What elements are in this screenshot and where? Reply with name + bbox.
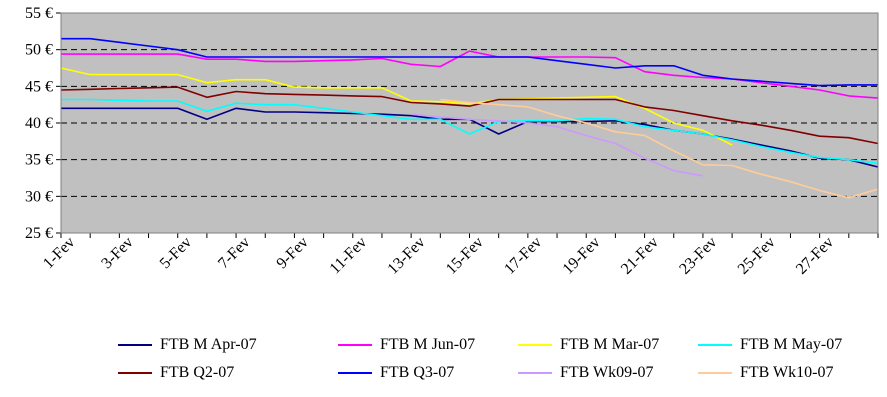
legend-label: FTB Wk10-07	[740, 364, 834, 381]
legend-swatch	[518, 372, 552, 374]
legend-item: FTB Q3-07	[338, 364, 454, 382]
legend-item: FTB M Jun-07	[338, 336, 475, 354]
x-tick-label: 7-Fev	[215, 234, 253, 272]
y-axis: 25 € 30 € 35 € 40 € 45 € 50 € 55 €	[25, 5, 62, 242]
x-tick-label: 9-Fev	[273, 234, 311, 272]
x-tick-label: 23-Fev	[676, 234, 720, 278]
legend-item: FTB M Mar-07	[518, 336, 659, 354]
y-tick-label: 45 €	[25, 78, 53, 95]
series-line-ftb-m-may-07	[61, 98, 879, 165]
x-tick-label: 21-Fev	[618, 234, 662, 278]
legend-swatch	[698, 344, 732, 346]
x-tick-label: 15-Fev	[443, 234, 487, 278]
y-tick-label: 50 €	[25, 42, 53, 59]
legend-label: FTB Q2-07	[160, 364, 235, 381]
legend-swatch	[338, 344, 372, 346]
x-tick-label: 13-Fev	[384, 234, 428, 278]
series-line-ftb-wk10-07	[440, 98, 879, 199]
legend-item: FTB Wk10-07	[698, 364, 833, 382]
series-line-ftb-q2-07	[60, 86, 879, 145]
x-tick-label: 19-Fev	[560, 234, 604, 278]
legend-item: FTB M May-07	[698, 336, 842, 354]
x-tick-label: 17-Fev	[501, 234, 545, 278]
legend-item: FTB M Apr-07	[118, 336, 257, 354]
series-line-ftb-m-mar-07	[60, 67, 733, 146]
y-tick-label: 30 €	[25, 188, 53, 205]
y-tick-label: 55 €	[25, 5, 53, 22]
x-axis: 1-Fev 3-Fev 5-Fev 7-Fev 9-Fev 11-Fev 13-Fev 15-…	[40, 232, 879, 278]
series-lines	[60, 37, 879, 199]
legend-swatch	[118, 372, 152, 374]
legend-label: FTB M Mar-07	[560, 336, 660, 353]
y-tick-label: 25 €	[25, 225, 53, 242]
legend-label: FTB Q3-07	[380, 364, 455, 381]
legend-label: FTB M Apr-07	[160, 336, 257, 353]
legend-swatch	[338, 372, 372, 374]
legend-swatch	[698, 372, 732, 374]
legend-label: FTB Wk09-07	[560, 364, 654, 381]
x-tick-label: 25-Fev	[735, 234, 779, 278]
series-line-ftb-q3-07	[61, 37, 878, 87]
plot-border	[60, 12, 879, 234]
x-tick-label: 3-Fev	[98, 234, 136, 272]
legend-item: FTB Wk09-07	[518, 364, 653, 382]
legend-swatch	[518, 344, 552, 346]
series-line-ftb-wk09-07	[411, 113, 704, 177]
x-tick-label: 5-Fev	[157, 234, 195, 272]
legend-label: FTB M May-07	[740, 336, 843, 353]
legend-label: FTB M Jun-07	[380, 336, 476, 353]
y-tick-label: 40 €	[25, 115, 53, 132]
legend: FTB M Apr-07 FTB M Jun-07 FTB M Mar-07 FTB …	[118, 336, 878, 392]
legend-item: FTB Q2-07	[118, 364, 234, 382]
x-tick-label: 27-Fev	[793, 234, 837, 278]
x-tick-label: 11-Fev	[327, 234, 371, 278]
y-tick-label: 35 €	[25, 152, 53, 169]
legend-swatch	[118, 344, 152, 346]
